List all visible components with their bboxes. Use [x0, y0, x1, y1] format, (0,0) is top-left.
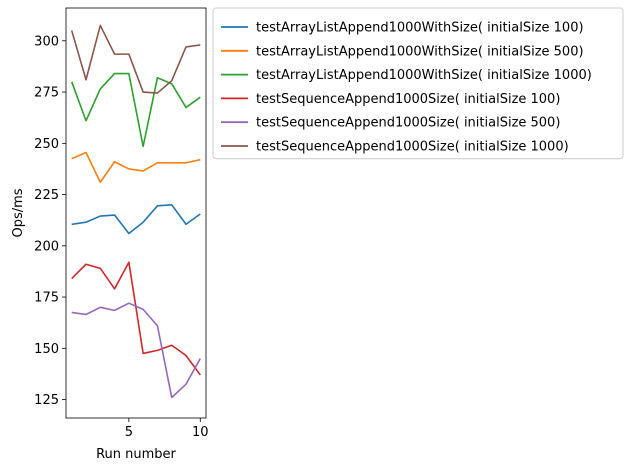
series-line-6 [70, 24, 201, 94]
y-tick-label: 200 [34, 239, 59, 254]
y-tick-label: 275 [34, 86, 59, 101]
y-tick-label: 175 [34, 291, 59, 306]
legend-entry: testSequenceAppend1000Size( initialSize … [256, 92, 560, 107]
legend-entry: testArrayListAppend1000WithSize( initial… [256, 44, 584, 59]
x-tick-label: 5 [125, 425, 133, 440]
series-line-2 [71, 151, 201, 184]
legend-box [212, 7, 624, 160]
y-axis: 125 150 175 200 225 250 275 300 [34, 34, 66, 408]
y-axis-label: Ops/ms [11, 188, 26, 237]
legend-entry: testSequenceAppend1000Size( initialSize … [256, 140, 569, 155]
series-line-1 [71, 204, 201, 235]
legend-entry: testArrayListAppend1000WithSize( initial… [256, 21, 584, 36]
y-tick-label: 150 [34, 342, 59, 357]
legend-entry: testArrayListAppend1000WithSize( initial… [256, 68, 592, 83]
y-tick-label: 225 [34, 188, 59, 203]
x-tick-label: 10 [192, 425, 209, 440]
y-tick-label: 300 [34, 34, 59, 49]
series-line-5 [71, 302, 201, 399]
series-line-4 [71, 261, 201, 376]
legend-entry: testSequenceAppend1000Size( initialSize … [256, 116, 560, 131]
plot-lines [70, 24, 201, 399]
series-line-3 [70, 72, 201, 148]
x-axis-label: Run number [96, 447, 176, 462]
x-axis: 5 10 [125, 418, 209, 440]
legend: testArrayListAppend1000WithSize( initial… [212, 7, 624, 160]
y-tick-label: 125 [34, 393, 59, 408]
plot-frame [65, 7, 207, 419]
y-tick-label: 250 [34, 137, 59, 152]
